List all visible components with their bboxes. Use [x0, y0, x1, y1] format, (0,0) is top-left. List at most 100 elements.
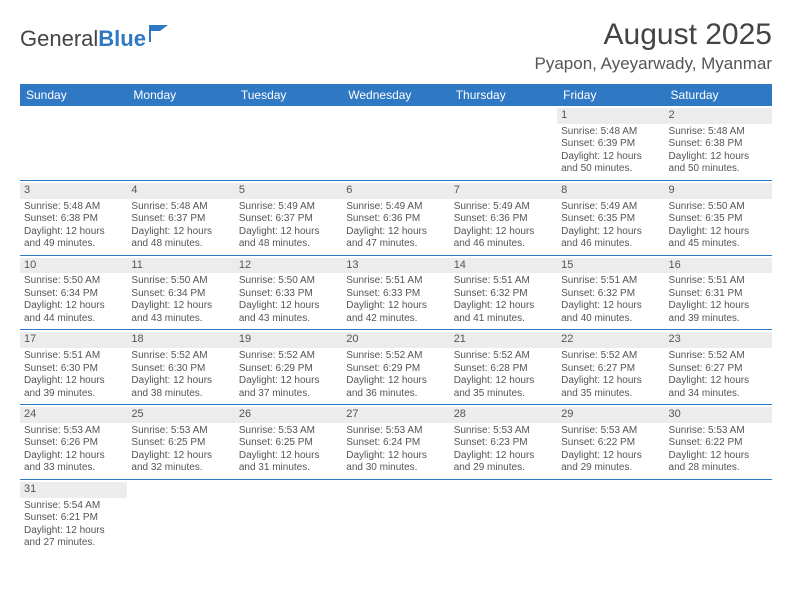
- daylight-line: Daylight: 12 hours and 37 minutes.: [239, 375, 338, 400]
- sunset-line: Sunset: 6:35 PM: [561, 213, 660, 226]
- day-number: 18: [127, 332, 234, 348]
- logo: GeneralBlue: [20, 26, 174, 52]
- sunrise-line: Sunrise: 5:51 AM: [24, 350, 123, 363]
- day-cell: 4 Sunrise: 5:48 AMSunset: 6:37 PMDaylight…: [127, 181, 234, 255]
- sunset-line: Sunset: 6:38 PM: [669, 138, 768, 151]
- sunset-line: Sunset: 6:22 PM: [669, 437, 768, 450]
- day-number: 26: [235, 407, 342, 423]
- sunset-line: Sunset: 6:33 PM: [239, 288, 338, 301]
- day-cell-empty: [665, 480, 772, 554]
- sunset-line: Sunset: 6:37 PM: [239, 213, 338, 226]
- sunset-line: Sunset: 6:31 PM: [669, 288, 768, 301]
- day-number: 17: [20, 332, 127, 348]
- flag-icon: [148, 23, 174, 46]
- daylight-line: Daylight: 12 hours and 36 minutes.: [346, 375, 445, 400]
- daylight-line: Daylight: 12 hours and 42 minutes.: [346, 300, 445, 325]
- day-cell-empty: [235, 480, 342, 554]
- sunset-line: Sunset: 6:33 PM: [346, 288, 445, 301]
- daylight-line: Daylight: 12 hours and 48 minutes.: [131, 226, 230, 251]
- title-block: August 2025 Pyapon, Ayeyarwady, Myanmar: [535, 18, 773, 74]
- sunrise-line: Sunrise: 5:48 AM: [131, 201, 230, 214]
- dow-cell: Tuesday: [235, 84, 342, 106]
- sunrise-line: Sunrise: 5:54 AM: [24, 500, 123, 513]
- daylight-line: Daylight: 12 hours and 35 minutes.: [561, 375, 660, 400]
- day-cell: 16Sunrise: 5:51 AMSunset: 6:31 PMDayligh…: [665, 256, 772, 330]
- sunrise-line: Sunrise: 5:48 AM: [669, 126, 768, 139]
- daylight-line: Daylight: 12 hours and 27 minutes.: [24, 525, 123, 550]
- day-number: 2: [665, 108, 772, 124]
- day-cell: 12Sunrise: 5:50 AMSunset: 6:33 PMDayligh…: [235, 256, 342, 330]
- sunset-line: Sunset: 6:36 PM: [346, 213, 445, 226]
- sunrise-line: Sunrise: 5:53 AM: [669, 425, 768, 438]
- day-cell-empty: [127, 480, 234, 554]
- sunrise-line: Sunrise: 5:53 AM: [131, 425, 230, 438]
- sunrise-line: Sunrise: 5:52 AM: [669, 350, 768, 363]
- logo-text-2: Blue: [98, 26, 146, 51]
- day-number: 9: [665, 183, 772, 199]
- day-cell: 7Sunrise: 5:49 AMSunset: 6:36 PMDaylight…: [450, 181, 557, 255]
- day-cell: 29Sunrise: 5:53 AMSunset: 6:22 PMDayligh…: [557, 405, 664, 479]
- day-cell: 22Sunrise: 5:52 AMSunset: 6:27 PMDayligh…: [557, 330, 664, 404]
- day-number: 12: [235, 258, 342, 274]
- dow-cell: Monday: [127, 84, 234, 106]
- sunrise-line: Sunrise: 5:53 AM: [561, 425, 660, 438]
- sunrise-line: Sunrise: 5:50 AM: [24, 275, 123, 288]
- day-number: 24: [20, 407, 127, 423]
- day-number: 30: [665, 407, 772, 423]
- day-cell-empty: [127, 106, 234, 180]
- day-cell: 9Sunrise: 5:50 AMSunset: 6:35 PMDaylight…: [665, 181, 772, 255]
- daylight-line: Daylight: 12 hours and 50 minutes.: [561, 151, 660, 176]
- daylight-line: Daylight: 12 hours and 48 minutes.: [239, 226, 338, 251]
- sunrise-line: Sunrise: 5:48 AM: [24, 201, 123, 214]
- sunset-line: Sunset: 6:25 PM: [239, 437, 338, 450]
- sunset-line: Sunset: 6:27 PM: [669, 363, 768, 376]
- day-cell: 30Sunrise: 5:53 AMSunset: 6:22 PMDayligh…: [665, 405, 772, 479]
- daylight-line: Daylight: 12 hours and 39 minutes.: [24, 375, 123, 400]
- day-cell: 14Sunrise: 5:51 AMSunset: 6:32 PMDayligh…: [450, 256, 557, 330]
- daylight-line: Daylight: 12 hours and 40 minutes.: [561, 300, 660, 325]
- day-cell: 1Sunrise: 5:48 AMSunset: 6:39 PMDaylight…: [557, 106, 664, 180]
- day-number: 1: [557, 108, 664, 124]
- daylight-line: Daylight: 12 hours and 32 minutes.: [131, 450, 230, 475]
- sunrise-line: Sunrise: 5:53 AM: [454, 425, 553, 438]
- daylight-line: Daylight: 12 hours and 49 minutes.: [24, 226, 123, 251]
- day-cell-empty: [20, 106, 127, 180]
- day-cell: 26Sunrise: 5:53 AMSunset: 6:25 PMDayligh…: [235, 405, 342, 479]
- day-number: 4: [127, 183, 234, 199]
- logo-text: GeneralBlue: [20, 26, 146, 52]
- day-cell-empty: [235, 106, 342, 180]
- day-cell: 10Sunrise: 5:50 AMSunset: 6:34 PMDayligh…: [20, 256, 127, 330]
- sunset-line: Sunset: 6:30 PM: [24, 363, 123, 376]
- sunset-line: Sunset: 6:29 PM: [239, 363, 338, 376]
- sunrise-line: Sunrise: 5:49 AM: [239, 201, 338, 214]
- day-number: 5: [235, 183, 342, 199]
- day-number: 13: [342, 258, 449, 274]
- dow-row: SundayMondayTuesdayWednesdayThursdayFrid…: [20, 84, 772, 106]
- day-cell: 21Sunrise: 5:52 AMSunset: 6:28 PMDayligh…: [450, 330, 557, 404]
- day-number: 22: [557, 332, 664, 348]
- daylight-line: Daylight: 12 hours and 43 minutes.: [131, 300, 230, 325]
- calendar-week: 1Sunrise: 5:48 AMSunset: 6:39 PMDaylight…: [20, 106, 772, 181]
- sunset-line: Sunset: 6:28 PM: [454, 363, 553, 376]
- sunrise-line: Sunrise: 5:50 AM: [239, 275, 338, 288]
- daylight-line: Daylight: 12 hours and 50 minutes.: [669, 151, 768, 176]
- sunrise-line: Sunrise: 5:52 AM: [346, 350, 445, 363]
- sunrise-line: Sunrise: 5:53 AM: [24, 425, 123, 438]
- daylight-line: Daylight: 12 hours and 47 minutes.: [346, 226, 445, 251]
- dow-cell: Friday: [557, 84, 664, 106]
- day-cell: 24Sunrise: 5:53 AMSunset: 6:26 PMDayligh…: [20, 405, 127, 479]
- daylight-line: Daylight: 12 hours and 29 minutes.: [561, 450, 660, 475]
- month-title: August 2025: [535, 18, 773, 52]
- daylight-line: Daylight: 12 hours and 33 minutes.: [24, 450, 123, 475]
- sunset-line: Sunset: 6:32 PM: [454, 288, 553, 301]
- day-number: 3: [20, 183, 127, 199]
- day-cell: 5 Sunrise: 5:49 AMSunset: 6:37 PMDaylight…: [235, 181, 342, 255]
- daylight-line: Daylight: 12 hours and 31 minutes.: [239, 450, 338, 475]
- sunset-line: Sunset: 6:37 PM: [131, 213, 230, 226]
- sunrise-line: Sunrise: 5:53 AM: [346, 425, 445, 438]
- day-number: 7: [450, 183, 557, 199]
- daylight-line: Daylight: 12 hours and 45 minutes.: [669, 226, 768, 251]
- sunset-line: Sunset: 6:24 PM: [346, 437, 445, 450]
- day-number: 14: [450, 258, 557, 274]
- sunset-line: Sunset: 6:34 PM: [24, 288, 123, 301]
